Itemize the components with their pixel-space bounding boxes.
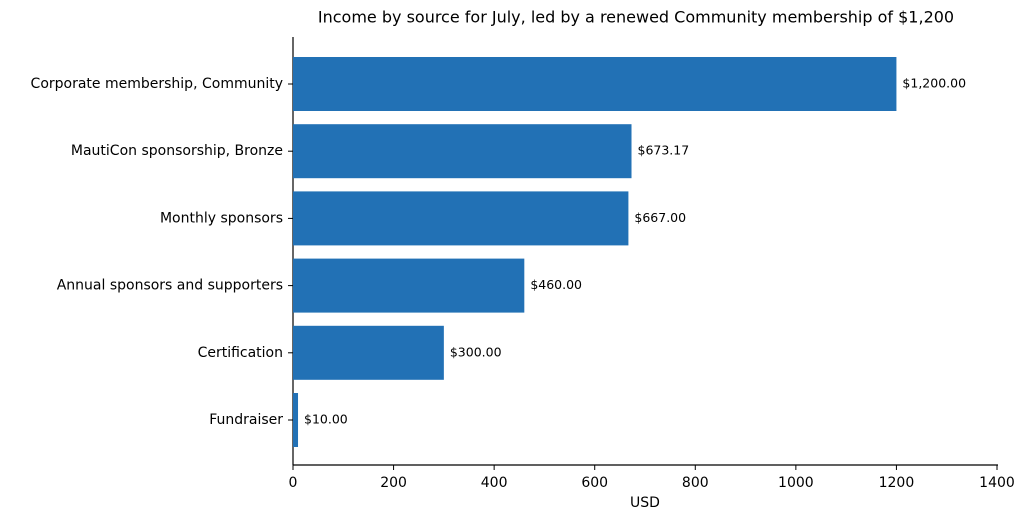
chart-title: Income by source for July, led by a rene…: [318, 8, 954, 27]
y-tick-label: Annual sponsors and supporters: [57, 278, 283, 294]
y-tick-label: MautiCon sponsorship, Bronze: [71, 143, 283, 159]
y-tick-label: Certification: [198, 345, 283, 361]
value-label: $1,200.00: [902, 76, 966, 91]
x-tick-label: 1000: [778, 475, 814, 491]
x-tick-label: 1200: [879, 475, 915, 491]
bar: [293, 325, 444, 380]
y-tick-label: Monthly sponsors: [160, 210, 283, 226]
x-tick-label: 200: [380, 475, 407, 491]
value-label: $460.00: [530, 277, 582, 292]
x-tick-label: 0: [289, 475, 298, 491]
bar: [293, 57, 897, 111]
value-label: $300.00: [450, 344, 502, 359]
x-tick-label: 800: [682, 475, 709, 491]
value-label: $673.17: [638, 143, 690, 158]
x-tick-label: 400: [481, 475, 508, 491]
bar: [293, 124, 632, 179]
value-label: $10.00: [304, 412, 348, 427]
bar: [293, 191, 629, 246]
y-tick-label: Fundraiser: [209, 412, 283, 428]
bar: [293, 393, 299, 447]
y-tick-label: Corporate membership, Community: [31, 76, 283, 92]
value-label: $667.00: [634, 210, 686, 225]
x-tick-label: 1400: [979, 475, 1015, 491]
x-tick-label: 600: [581, 475, 608, 491]
bar: [293, 258, 525, 313]
x-axis-label: USD: [630, 495, 660, 511]
